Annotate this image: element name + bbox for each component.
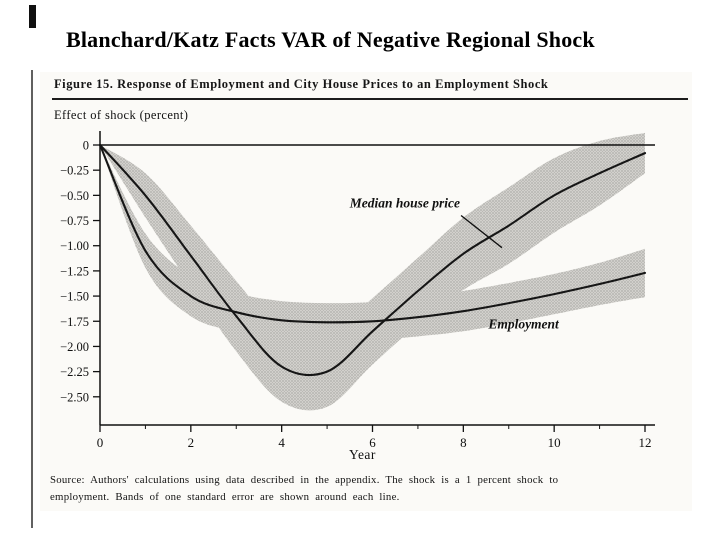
figure-caption: Figure 15. Response of Employment and Ci… — [54, 77, 549, 91]
x-tick-label: 10 — [548, 435, 561, 450]
caption-rule — [52, 98, 688, 100]
x-tick-label: 12 — [639, 435, 652, 450]
x-tick-label: 6 — [369, 435, 376, 450]
x-tick-label: 0 — [97, 435, 104, 450]
line-chart: 0 −0.25 −0.50 −0.75 −1.00 −1.25 −1.50 −1.75 −2.0… — [60, 131, 655, 450]
y-axis-title: Effect of shock (percent) — [54, 108, 189, 122]
scan-page-edge — [31, 70, 33, 528]
source-line-2: employment. Bands of one standard error … — [50, 490, 400, 503]
x-tick-label: 8 — [460, 435, 467, 450]
x-axis-title: Year — [349, 447, 376, 462]
figure-panel: Figure 15. Response of Employment and Ci… — [40, 72, 692, 512]
y-tick-label: −1.25 — [60, 264, 89, 278]
y-tick-label: −2.25 — [60, 365, 89, 379]
y-tick-label: −2.50 — [60, 390, 89, 404]
series-line-employment — [98, 143, 647, 324]
label-pointer-line — [460, 214, 503, 249]
source-note: Source: Authors' calculations using data… — [40, 472, 692, 511]
band-employment — [100, 145, 645, 342]
chart-label-median-house-price: Median house price — [349, 195, 460, 210]
y-tick-label: −0.75 — [60, 214, 89, 228]
y-tick-label: −1.50 — [60, 290, 89, 304]
band-median-house-price — [100, 132, 645, 411]
y-tick-label: −1.00 — [60, 239, 89, 253]
x-tick-label: 4 — [278, 435, 285, 450]
y-tick-label: −0.25 — [60, 164, 89, 178]
slide-title: Blanchard/Katz Facts VAR of Negative Reg… — [66, 27, 595, 52]
series-line-median-house-price — [98, 143, 647, 377]
y-tick-label: −2.00 — [60, 340, 89, 354]
y-tick-label: −1.75 — [60, 315, 89, 329]
y-tick-label: −0.50 — [60, 189, 89, 203]
source-line-1: Source: Authors' calculations using data… — [50, 474, 559, 486]
scan-artifact — [29, 5, 36, 28]
y-tick-label: 0 — [83, 139, 89, 153]
chart-label-employment: Employment — [487, 316, 560, 331]
x-tick-label: 2 — [188, 435, 195, 450]
